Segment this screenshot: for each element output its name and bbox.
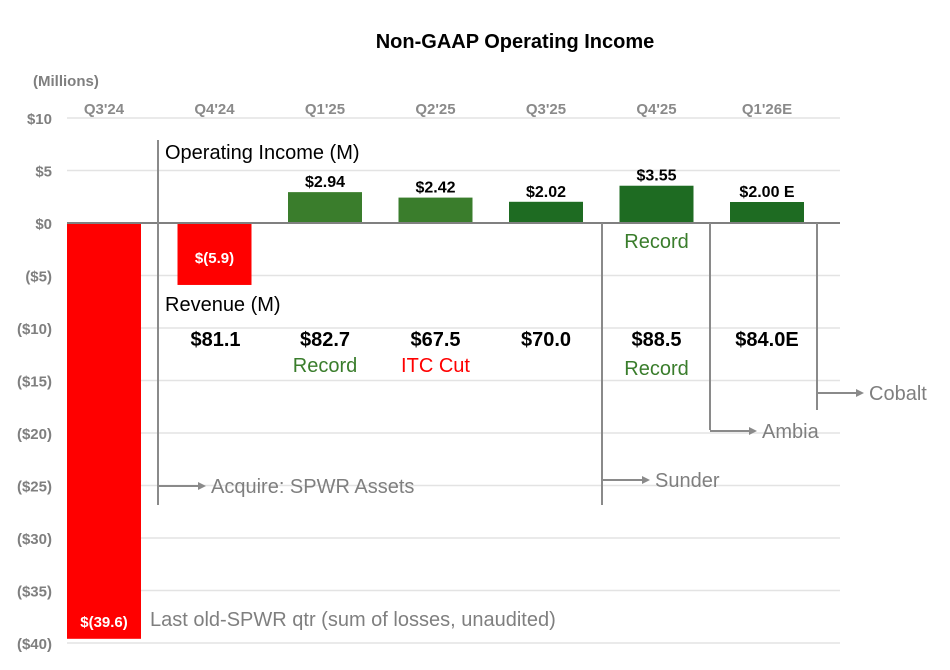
x-tick-label: Q3'25	[526, 101, 566, 118]
bar-Q425	[619, 185, 694, 223]
revenue-value: $88.5	[631, 329, 681, 351]
y-tick-label: ($5)	[25, 269, 52, 286]
chart-title: Non-GAAP Operating Income	[376, 31, 655, 53]
y-tick-label: ($15)	[17, 374, 52, 391]
revenue-value: $84.0E	[735, 329, 798, 351]
data-label: $2.00 E	[739, 184, 794, 201]
bar-Q125	[288, 192, 362, 223]
revenue-value: $82.7	[300, 329, 350, 351]
annotation-label: Acquire: SPWR Assets	[211, 476, 414, 498]
x-tick-label: Q4'24	[194, 101, 235, 118]
y-tick-label: ($35)	[17, 584, 52, 601]
operating-income-label: Operating Income (M)	[165, 142, 360, 164]
bar-Q126E	[730, 202, 804, 223]
arrow-head-icon	[198, 482, 206, 490]
annotation-label: Sunder	[655, 470, 720, 492]
data-label: $3.55	[636, 168, 676, 185]
data-label: $2.94	[305, 174, 345, 191]
arrow-head-icon	[749, 427, 757, 435]
bar-Q225	[398, 197, 473, 223]
arrow-head-icon	[856, 389, 864, 397]
y-tick-label: ($25)	[17, 479, 52, 496]
x-tick-label: Q2'25	[415, 101, 455, 118]
y-tick-label: ($10)	[17, 321, 52, 338]
bar-Q324	[67, 223, 141, 639]
revenue-label: Revenue (M)	[165, 294, 281, 316]
arrow-head-icon	[642, 476, 650, 484]
x-tick-label: Q1'26E	[742, 101, 792, 118]
y-tick-label: ($40)	[17, 636, 52, 653]
revenue-value: $70.0	[521, 329, 571, 351]
bar-Q424	[177, 223, 252, 285]
y-axis-label: (Millions)	[33, 73, 99, 90]
income-note: Record	[624, 231, 688, 253]
data-label: $(39.6)	[80, 614, 128, 631]
data-label: $2.42	[415, 180, 455, 197]
data-label: $(5.9)	[195, 250, 234, 267]
x-tick-label: Q4'25	[636, 101, 676, 118]
y-tick-label: ($30)	[17, 531, 52, 548]
footnote: Last old-SPWR qtr (sum of losses, unaudi…	[150, 609, 556, 631]
revenue-note: Record	[624, 358, 688, 380]
x-tick-label: Q1'25	[305, 101, 345, 118]
revenue-note: ITC Cut	[401, 355, 470, 377]
revenue-value: $67.5	[410, 329, 460, 351]
y-tick-label: ($20)	[17, 426, 52, 443]
y-tick-label: $5	[35, 164, 52, 181]
revenue-value: $81.1	[190, 329, 240, 351]
annotation-label: Ambia	[762, 421, 820, 443]
annotation-label: Cobalt	[869, 383, 927, 405]
x-tick-label: Q3'24	[84, 101, 125, 118]
data-label: $2.02	[526, 184, 566, 201]
y-tick-label: $10	[27, 111, 52, 128]
revenue-note: Record	[293, 355, 357, 377]
y-tick-label: $0	[35, 216, 52, 233]
bar-Q325	[509, 201, 583, 223]
